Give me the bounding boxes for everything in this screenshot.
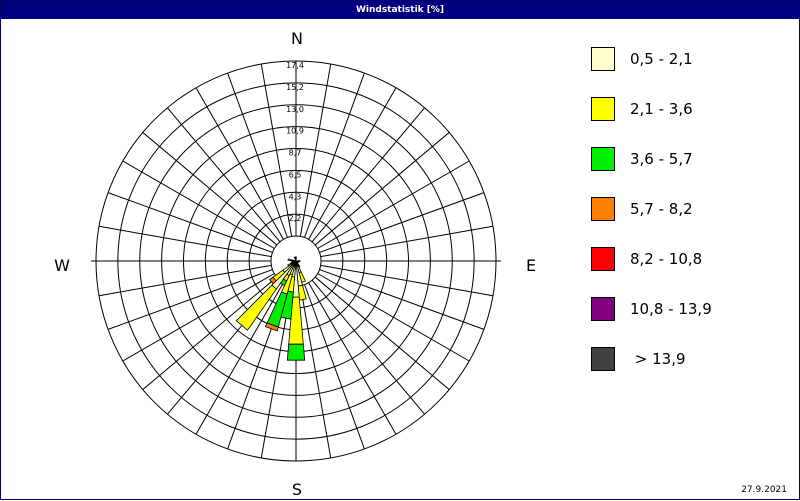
legend-label: 0,5 - 2,1 (630, 45, 693, 73)
legend-swatch (591, 347, 615, 371)
legend-item: 10,8 - 13,9 (591, 295, 712, 345)
legend-swatch (591, 147, 615, 171)
compass-north: N (291, 29, 303, 48)
legend-label: 2,1 - 3,6 (630, 95, 693, 123)
wind-bar-segment (298, 262, 299, 263)
legend-swatch (591, 97, 615, 121)
legend-label: 3,6 - 5,7 (630, 145, 693, 173)
radial-tick-label: 17,4 (286, 61, 304, 70)
wind-bar-segment (287, 344, 304, 360)
radial-tick-label: 6,5 (289, 170, 302, 179)
legend-swatch (591, 197, 615, 221)
compass-east: E (526, 256, 536, 275)
date-label: 27.9.2021 (741, 485, 787, 495)
legend-swatch (591, 47, 615, 71)
legend-item: 5,7 - 8,2 (591, 195, 712, 245)
legend-item: 0,5 - 2,1 (591, 45, 712, 95)
legend-label: 10,8 - 13,9 (630, 295, 712, 323)
legend-label: > 13,9 (630, 345, 686, 373)
legend-label: 8,2 - 10,8 (630, 245, 702, 273)
radial-tick-label: 2,2 (289, 214, 302, 223)
legend-swatch (591, 297, 615, 321)
legend-item: > 13,9 (591, 345, 712, 395)
legend-item: 3,6 - 5,7 (591, 145, 712, 195)
legend-item: 8,2 - 10,8 (591, 245, 712, 295)
wind-bar-segment (288, 259, 294, 261)
legend: 0,5 - 2,1 2,1 - 3,6 3,6 - 5,7 5,7 - 8,2 … (591, 45, 712, 395)
radial-tick-label: 15,2 (286, 83, 304, 92)
radial-tick-label: 4,3 (289, 192, 302, 201)
compass-west: W (54, 256, 70, 275)
wind-bar-segment (295, 257, 296, 258)
legend-label: 5,7 - 8,2 (630, 195, 693, 223)
legend-swatch (591, 247, 615, 271)
radial-tick-label: 10,9 (286, 127, 304, 136)
compass-south: S (292, 480, 302, 499)
radial-ticks: 2,2 4,3 6,5 8,7 10,9 13,0 15,2 17,4 (286, 61, 304, 223)
radial-tick-label: 8,7 (289, 149, 302, 158)
radial-tick-label: 13,0 (286, 105, 304, 114)
legend-item: 2,1 - 3,6 (591, 95, 712, 145)
